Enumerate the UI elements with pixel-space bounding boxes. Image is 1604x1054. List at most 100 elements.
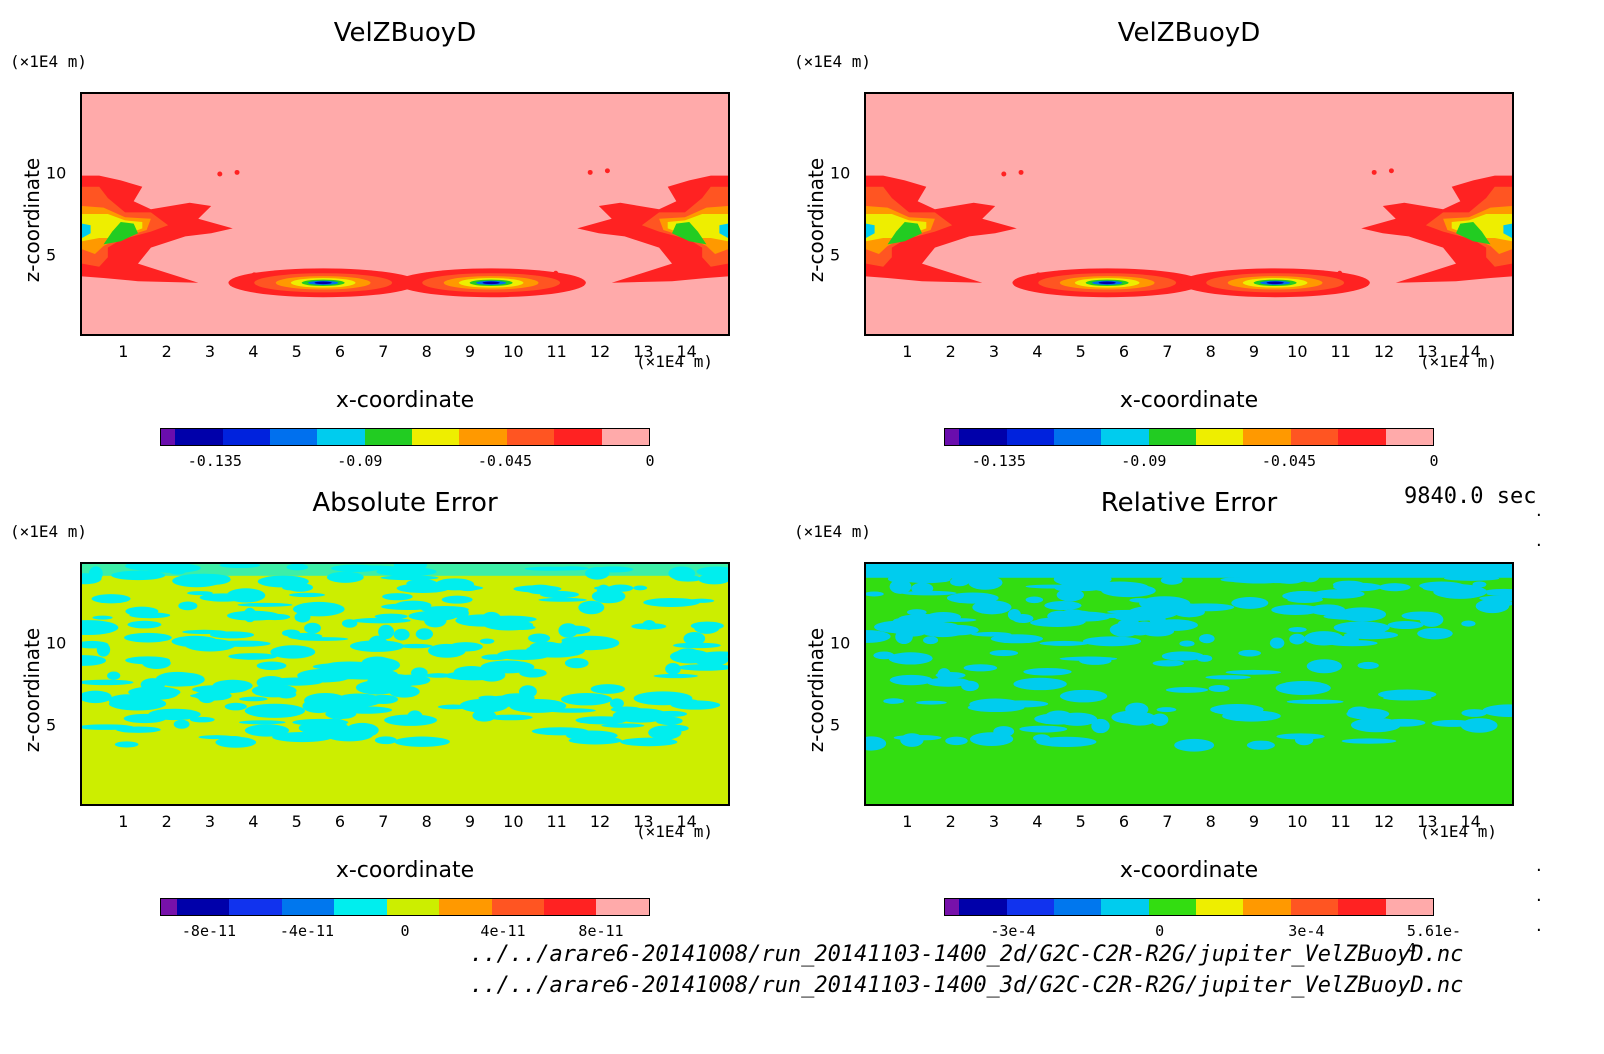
contour-blob xyxy=(1162,653,1183,660)
contour-blob xyxy=(575,716,628,725)
contour-band xyxy=(1456,222,1491,245)
contour-blob xyxy=(906,609,927,616)
colorbar xyxy=(944,898,1434,916)
contour-blob xyxy=(276,690,297,699)
x-tick-label: 6 xyxy=(1118,812,1130,831)
y-unit-label: (×1E4 m) xyxy=(10,522,88,541)
contour-blob xyxy=(558,623,579,638)
contour-blob xyxy=(108,694,147,707)
contour-blob xyxy=(1483,588,1512,596)
colorbar-swatch xyxy=(222,429,270,445)
dot-marker: . xyxy=(1536,915,1542,936)
dot-marker: . xyxy=(1536,885,1542,906)
x-tick-label: 6 xyxy=(334,342,346,361)
contour-blob xyxy=(127,620,162,629)
contour-blob xyxy=(352,617,411,624)
file-path-3d: ../../arare6-20141008/run_20141103-1400_… xyxy=(470,973,1464,998)
x-tick-label: 11 xyxy=(1330,812,1351,831)
contour-blob xyxy=(866,591,884,597)
contour-speck xyxy=(1035,272,1041,278)
x-tick-label: 3 xyxy=(988,342,1000,361)
x-tick-label: 4 xyxy=(1032,812,1043,831)
time-readout: 9840.0 sec xyxy=(1404,484,1537,509)
contour-blob xyxy=(1109,622,1140,637)
contour-blob xyxy=(388,685,420,698)
colorbar xyxy=(944,428,1434,446)
contour-blob xyxy=(967,702,1025,713)
contour-blob xyxy=(989,650,1019,657)
contour-blob xyxy=(892,617,920,625)
contour-blob xyxy=(1179,640,1195,647)
contour-blob xyxy=(539,590,579,599)
contour-band xyxy=(482,281,500,285)
contour-blob xyxy=(561,692,612,706)
contour-blob xyxy=(1165,687,1209,693)
x-tick-label: 14 xyxy=(676,342,697,361)
x-tick-label: 10 xyxy=(1287,342,1308,361)
x-tick-label: 8 xyxy=(1205,342,1216,361)
colorbar-swatch xyxy=(544,899,597,915)
contour-blob xyxy=(82,724,134,730)
x-tick-label: 14 xyxy=(676,812,697,831)
contour-blob xyxy=(304,622,321,634)
colorbar-labels: -0.135 -0.09 -0.045 0 xyxy=(944,452,1439,472)
contour-blob xyxy=(648,725,682,740)
contour-blob xyxy=(167,672,205,687)
contour-blob xyxy=(1059,656,1118,661)
contour-blob xyxy=(1288,627,1307,633)
contour-blob xyxy=(1160,575,1183,585)
colorbar-swatch xyxy=(161,899,177,915)
colorbar-swatch xyxy=(959,429,1007,445)
contour-blob xyxy=(1222,710,1281,722)
contour-blob xyxy=(643,597,700,607)
contour-blob xyxy=(457,584,479,592)
colorbar-swatch xyxy=(1196,899,1244,915)
colorbar-swatch xyxy=(269,429,318,445)
contour-blob xyxy=(82,640,109,649)
y-tick-label: 5 xyxy=(830,715,841,735)
contour-blob xyxy=(608,584,634,592)
x-tick-label: 7 xyxy=(1162,812,1173,831)
x-tick-label: 5 xyxy=(291,342,302,361)
y-tick-label: 5 xyxy=(46,715,57,735)
contour-blob xyxy=(1013,677,1067,691)
colorbar-swatch xyxy=(281,899,335,915)
contour-band xyxy=(82,214,143,242)
contour-speck xyxy=(1018,169,1024,175)
contour-blob xyxy=(1308,636,1340,646)
contour-blob xyxy=(547,708,596,713)
colorbar-swatch xyxy=(161,429,176,445)
contour-speck xyxy=(234,169,240,175)
contour-blob xyxy=(1338,607,1387,622)
colorbar-swatch xyxy=(945,429,960,445)
colorbar-tick-label: -0.135 xyxy=(971,452,1026,470)
y-tick-label: 5 xyxy=(46,245,57,265)
contour-speck xyxy=(553,270,559,276)
contour-blob xyxy=(378,624,395,640)
contour-blob xyxy=(256,661,287,671)
contour-blob xyxy=(1173,606,1205,618)
contour-blob xyxy=(1461,709,1488,717)
contour-blob xyxy=(888,652,933,665)
contour-blob xyxy=(1007,608,1021,621)
contour-blob xyxy=(472,703,505,709)
x-tick-label: 13 xyxy=(1417,812,1438,831)
colorbar-tick-label: 5.61e-4 xyxy=(1406,922,1462,958)
colorbar-swatch xyxy=(229,899,282,915)
contour-blob xyxy=(1152,660,1185,667)
contour-blob xyxy=(368,694,399,704)
contour-blob xyxy=(984,739,1002,744)
chart-title: VelZBuoyD xyxy=(1117,18,1261,48)
file-path-2d: ../../arare6-20141008/run_20141103-1400_… xyxy=(470,942,1464,967)
contour-blob xyxy=(228,653,278,660)
contour-blob xyxy=(173,719,190,729)
contour-blob xyxy=(1231,597,1269,609)
colorbar-swatch xyxy=(386,899,440,915)
x-tick-label: 5 xyxy=(291,812,302,831)
contour-blob xyxy=(601,723,645,728)
y-unit-label: (×1E4 m) xyxy=(794,522,872,541)
x-tick-label: 4 xyxy=(248,812,259,831)
contour-blob xyxy=(568,736,623,745)
contour-blob xyxy=(1387,621,1424,630)
contour-blob xyxy=(272,732,333,743)
